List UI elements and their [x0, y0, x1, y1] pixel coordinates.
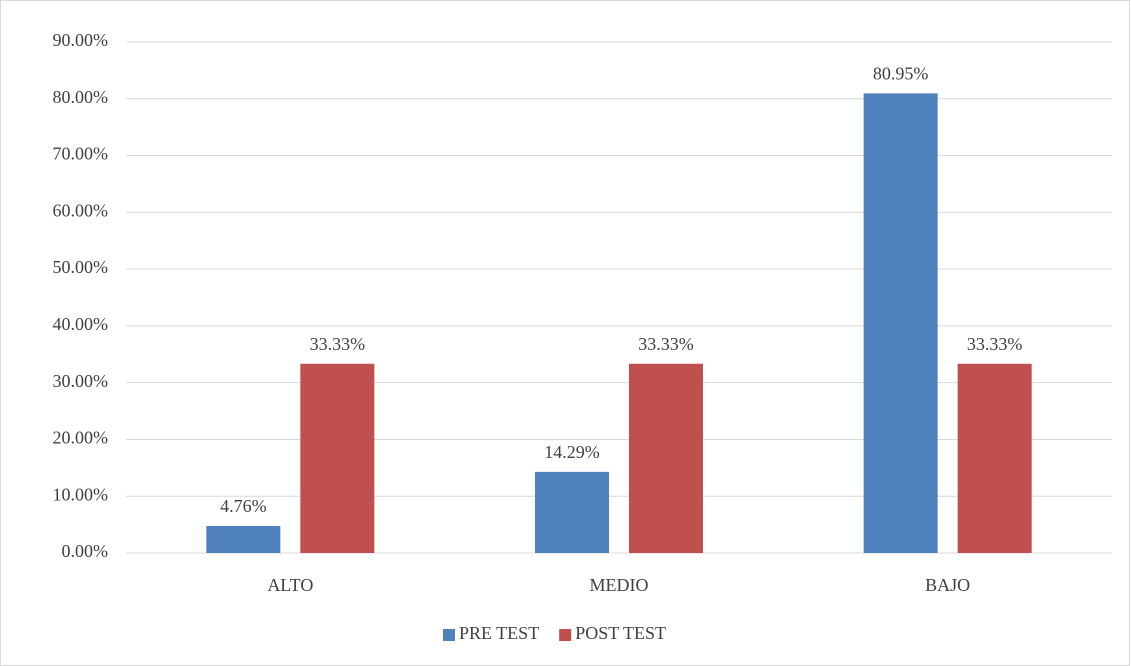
value-label: 80.95% [873, 64, 929, 84]
bar [863, 93, 938, 554]
x-tick-label: MEDIO [590, 575, 649, 595]
x-tick-label: ALTO [267, 575, 313, 595]
y-tick-label: 0.00% [62, 541, 109, 561]
value-label: 33.33% [967, 334, 1023, 354]
y-tick-label: 70.00% [53, 144, 109, 164]
y-tick-label: 90.00% [53, 30, 109, 50]
legend-swatch [559, 629, 572, 641]
y-tick-label: 10.00% [53, 484, 109, 504]
bar [535, 471, 609, 553]
y-tick-label: 50.00% [53, 257, 109, 277]
y-tick-label: 40.00% [53, 314, 109, 334]
legend-label: PRE TEST [459, 623, 539, 643]
value-label: 4.76% [220, 496, 267, 516]
bar [629, 363, 703, 553]
y-tick-label: 80.00% [53, 87, 109, 107]
legend-label: POST TEST [575, 623, 666, 643]
y-tick-label: 20.00% [53, 428, 109, 448]
x-tick-label: BAJO [925, 575, 970, 595]
legend-swatch [443, 629, 455, 641]
bar [957, 363, 1032, 553]
value-label: 14.29% [544, 442, 600, 462]
value-label: 33.33% [638, 334, 694, 354]
bar [300, 363, 375, 553]
bar [206, 525, 281, 553]
y-tick-label: 60.00% [53, 200, 109, 220]
value-label: 33.33% [310, 334, 366, 354]
y-tick-label: 30.00% [53, 371, 109, 391]
